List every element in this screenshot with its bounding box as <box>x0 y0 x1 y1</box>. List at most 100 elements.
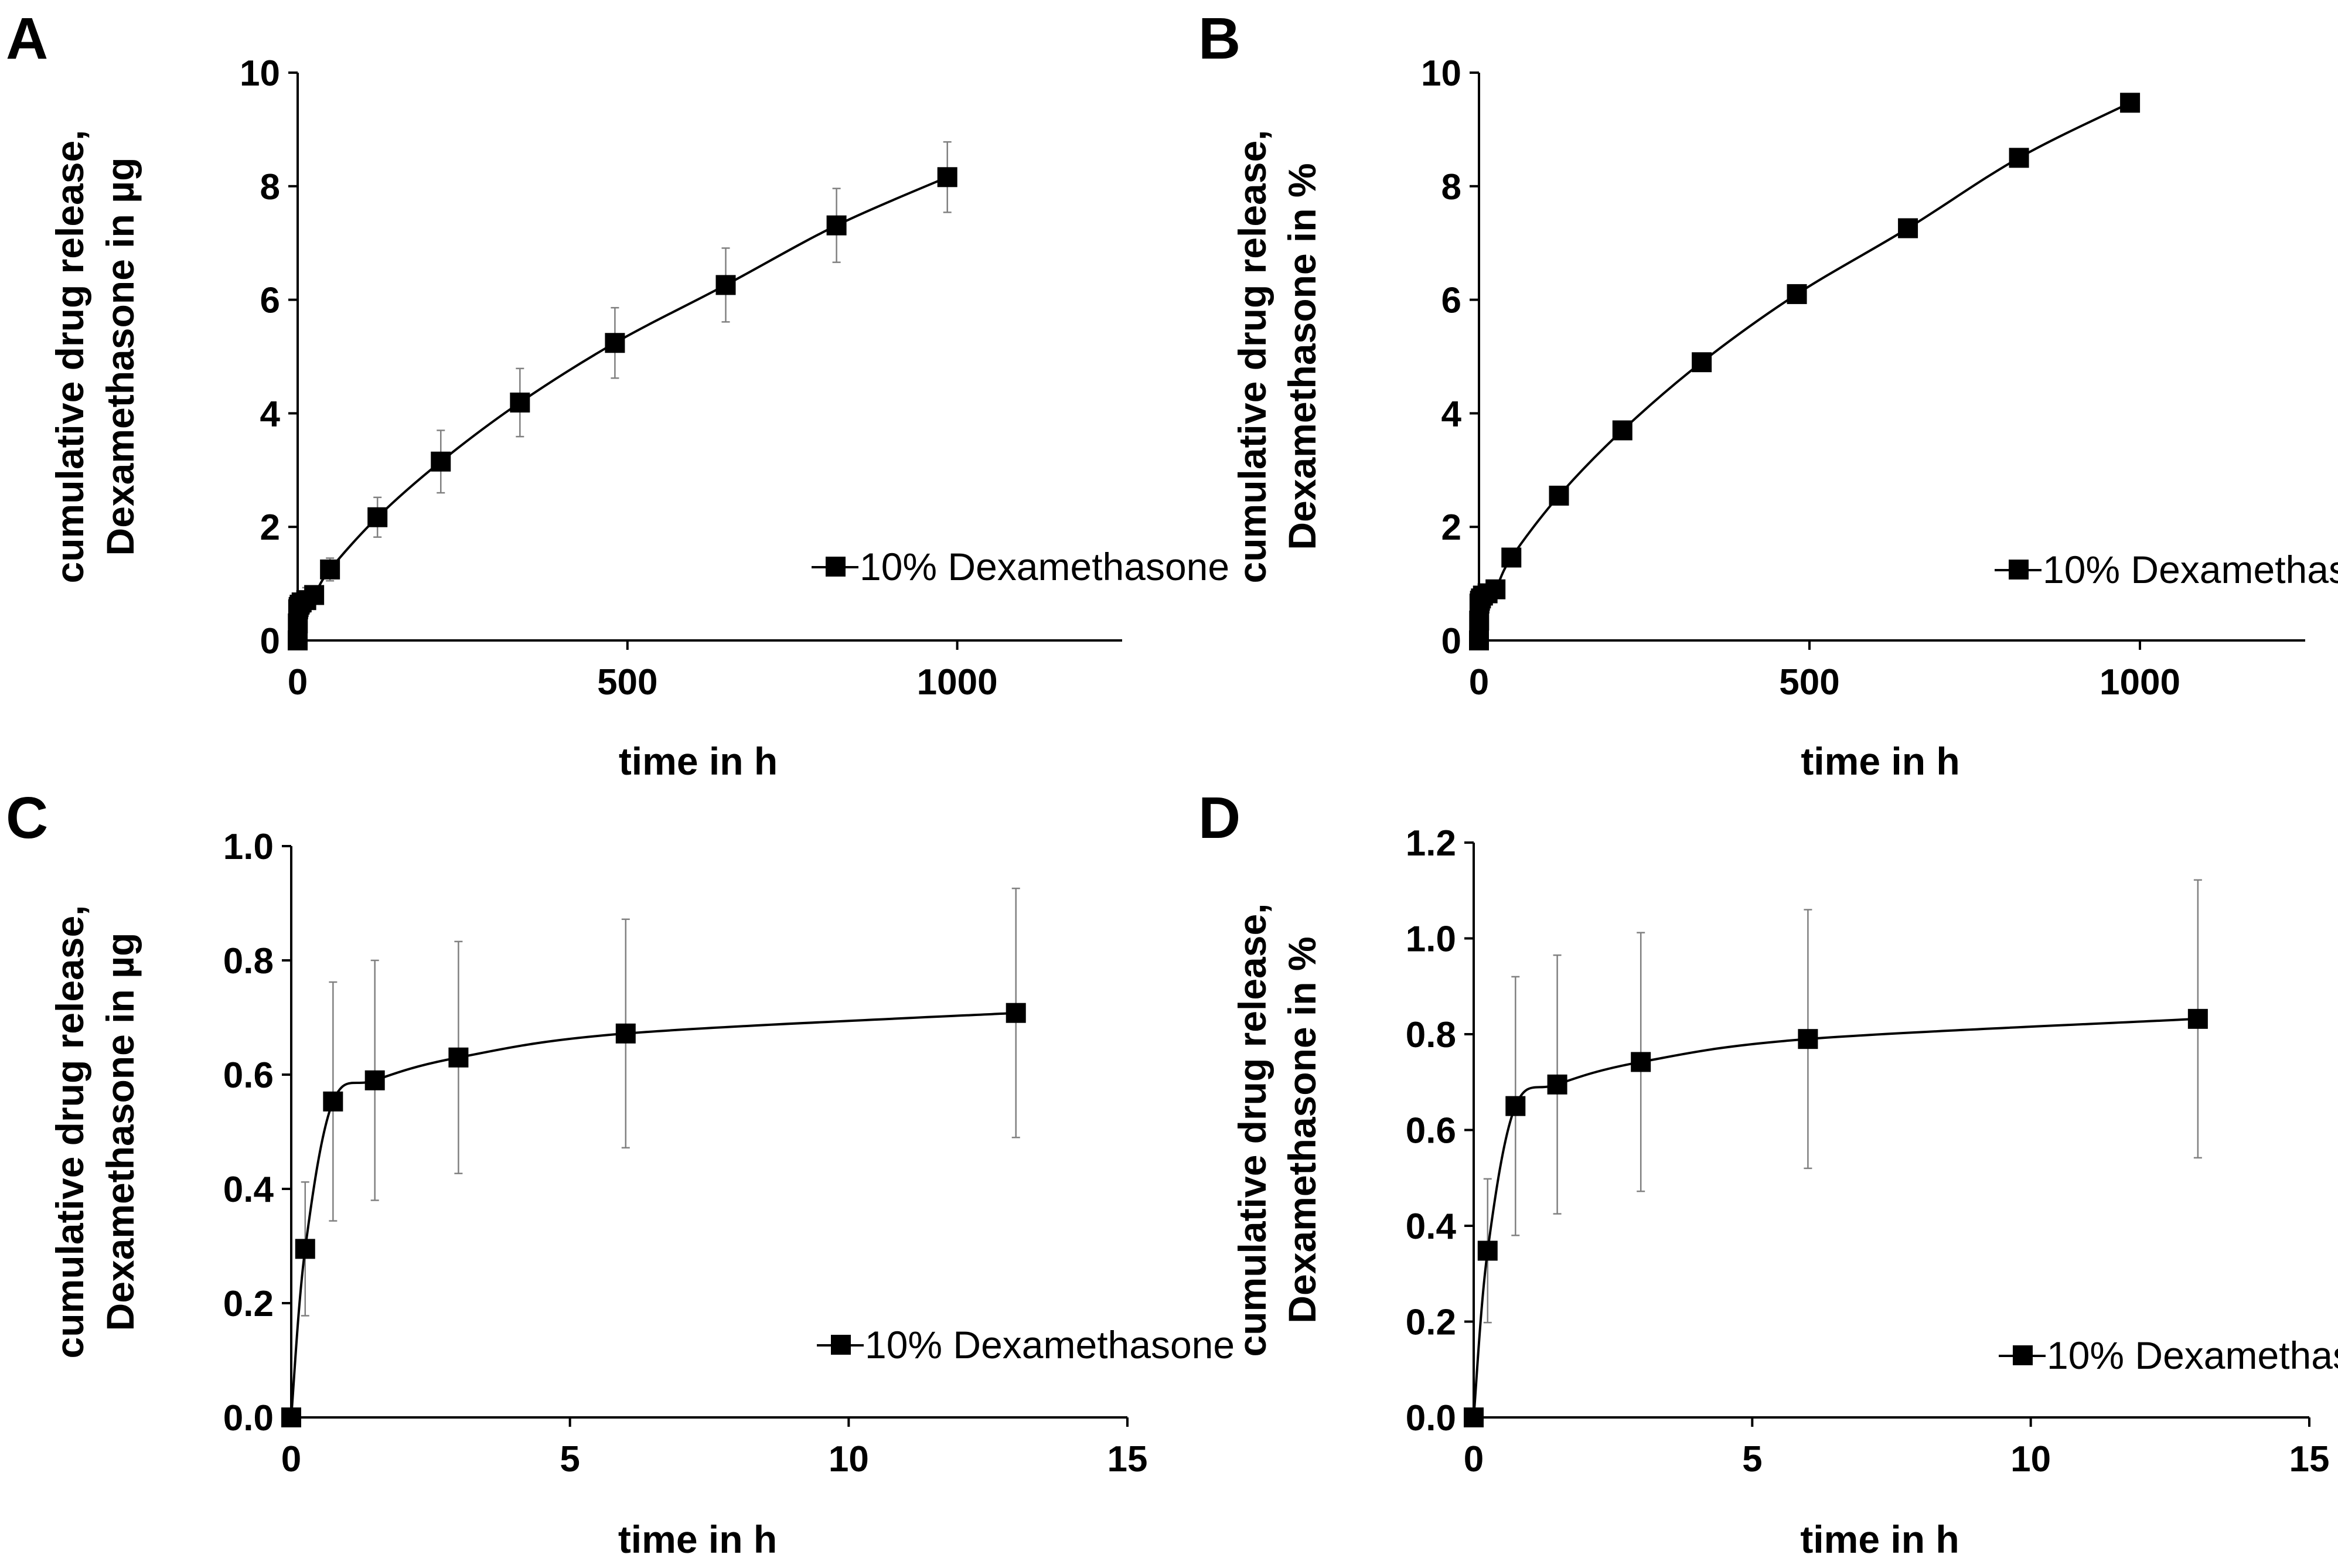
x-tick-label: 500 <box>597 662 657 703</box>
x-tick-label: 500 <box>1779 662 1839 703</box>
y-tick-label: 0 <box>260 621 280 662</box>
y-tick-label: 1.2 <box>1406 823 1456 864</box>
data-point <box>1898 218 1918 238</box>
panel-d: D 0.0 0.2 0.4 0.6 0.8 1.0 1.2 0 5 10 15 time in h cum… <box>1198 785 2338 1561</box>
x-axis-title: time in h <box>1801 739 1959 783</box>
y-tick-label: 0.8 <box>223 941 274 981</box>
data-point <box>320 559 340 580</box>
data-point <box>1612 420 1632 441</box>
y-tick-label: 0.6 <box>1406 1111 1456 1151</box>
x-tick-label: 1000 <box>917 662 998 703</box>
x-tick-label: 0 <box>1469 662 1489 703</box>
legend: 10% Dexamethasone <box>817 1323 1235 1366</box>
legend-label: 10% Dexamethasone <box>865 1323 1235 1366</box>
x-tick-label: 0 <box>1464 1439 1484 1480</box>
data-point <box>295 1239 315 1259</box>
data-point <box>323 1091 343 1112</box>
y-tick-label: 0.4 <box>1406 1206 1457 1247</box>
legend: 10% Dexamethasone <box>812 545 1229 588</box>
data-point <box>281 1407 301 1427</box>
data-point <box>1469 630 1489 650</box>
x-axis-title: time in h <box>619 739 778 783</box>
data-point <box>1549 485 1569 506</box>
data-point <box>364 1070 385 1090</box>
y-tick-label: 0.0 <box>1406 1398 1456 1439</box>
y-tick-label: 0.2 <box>1406 1303 1456 1343</box>
data-point <box>431 451 451 472</box>
data-point <box>367 507 388 527</box>
data-point <box>510 392 530 413</box>
data-point <box>2187 1008 2208 1029</box>
legend-marker <box>831 1335 851 1355</box>
data-point <box>605 333 625 353</box>
y-axis-title-line: Dexamethasone in µg <box>98 158 142 556</box>
data-point <box>1547 1074 1567 1095</box>
data-point <box>448 1047 469 1068</box>
data-point <box>1485 579 1506 599</box>
y-axis-title-line: Dexamethasone in % <box>1280 163 1324 550</box>
y-tick-label: 2 <box>1441 507 1461 548</box>
legend-marker <box>826 557 846 577</box>
y-tick-label: 10 <box>240 53 280 94</box>
y-tick-label: 0.4 <box>223 1170 274 1210</box>
y-tick-label: 6 <box>1441 281 1461 321</box>
data-point <box>1798 1029 1818 1049</box>
x-tick-label: 15 <box>1107 1439 1148 1480</box>
data-point <box>304 585 325 605</box>
x-tick-label: 1000 <box>2100 662 2180 703</box>
panel-letter: C <box>6 785 48 851</box>
data-point <box>288 630 308 650</box>
y-tick-label: 6 <box>260 281 280 321</box>
x-axis-title: time in h <box>618 1518 777 1561</box>
y-axis-title-line: cumulative drug release, <box>1231 904 1274 1357</box>
y-tick-label: 1.0 <box>1406 919 1456 960</box>
x-tick-label: 10 <box>829 1439 869 1480</box>
panel-letter: D <box>1198 785 1240 851</box>
x-tick-label: 0 <box>288 662 308 703</box>
data-point <box>2120 93 2141 113</box>
y-tick-label: 0.6 <box>223 1055 274 1096</box>
x-tick-label: 10 <box>2010 1439 2051 1480</box>
legend-label: 10% Dexamethasone <box>2043 548 2338 591</box>
y-tick-label: 8 <box>260 167 280 207</box>
y-axis-title-line: cumulative drug release, <box>48 905 91 1359</box>
y-axis-title-line: cumulative drug release, <box>1231 130 1274 584</box>
x-tick-label: 5 <box>1742 1439 1762 1480</box>
data-point <box>937 167 957 188</box>
data-point <box>1464 1407 1484 1427</box>
data-point <box>1477 1240 1498 1261</box>
panel-c: C 0.0 0.2 0.4 0.6 0.8 1.0 0 5 10 15 time in h cumula… <box>6 785 1235 1561</box>
panel-letter: A <box>6 6 48 71</box>
y-tick-label: 4 <box>260 394 281 434</box>
data-point <box>715 275 736 295</box>
data-point <box>1692 352 1712 373</box>
data-point <box>1469 611 1490 631</box>
x-tick-label: 0 <box>281 1439 301 1480</box>
y-tick-label: 0.8 <box>1406 1015 1456 1055</box>
legend-label: 10% Dexamethasone <box>2047 1334 2338 1377</box>
legend-label: 10% Dexamethasone <box>860 545 1229 588</box>
data-point <box>2009 148 2029 168</box>
y-tick-label: 8 <box>1441 167 1461 207</box>
y-tick-label: 0 <box>1441 621 1461 662</box>
y-tick-label: 0.2 <box>223 1284 274 1324</box>
y-tick-label: 4 <box>1441 394 1462 434</box>
y-tick-label: 0.0 <box>223 1398 274 1439</box>
y-axis-title-line: Dexamethasone in % <box>1280 936 1324 1323</box>
data-point <box>615 1023 636 1044</box>
y-axis-title-line: Dexamethasone in µg <box>98 933 142 1331</box>
data-point <box>1505 1096 1526 1116</box>
y-tick-label: 10 <box>1421 53 1461 94</box>
panel-a: A 0 2 4 6 8 10 0 500 1000 time in h cumulative drug… <box>6 6 1229 783</box>
legend: 10% Dexamethasone <box>1999 1334 2338 1377</box>
y-tick-label: 1.0 <box>223 827 274 867</box>
panel-letter: B <box>1198 6 1240 71</box>
data-point <box>1006 1003 1026 1023</box>
data-point <box>826 215 847 236</box>
legend: 10% Dexamethasone <box>1995 548 2338 591</box>
legend-marker <box>2013 1345 2033 1365</box>
x-tick-label: 15 <box>2289 1439 2330 1480</box>
data-point <box>1501 547 1522 568</box>
y-axis-title-line: cumulative drug release, <box>48 130 91 584</box>
data-point <box>1631 1052 1651 1072</box>
